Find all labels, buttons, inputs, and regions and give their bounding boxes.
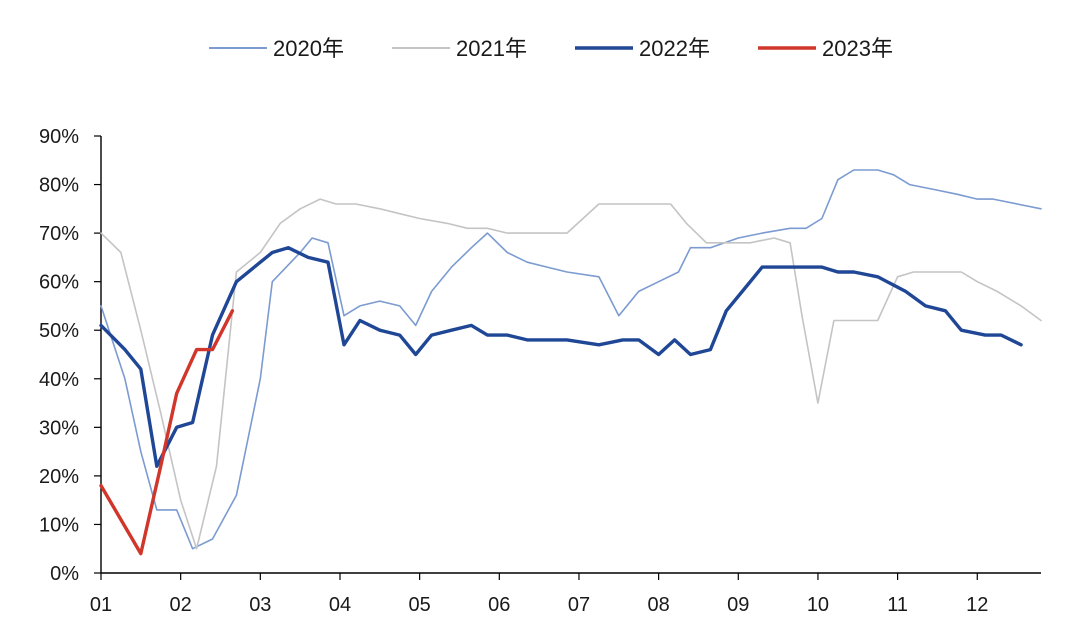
legend-label: 2022年 bbox=[639, 36, 710, 61]
legend-item-1: 2021年 bbox=[392, 36, 527, 61]
x-tick-label: 03 bbox=[249, 594, 271, 616]
x-tick-label: 06 bbox=[488, 594, 510, 616]
x-tick-label: 07 bbox=[568, 594, 590, 616]
x-tick-label: 08 bbox=[648, 594, 670, 616]
legend: 2020年 2021年 2022年 2023年 bbox=[209, 36, 893, 61]
y-tick-label: 20% bbox=[39, 466, 79, 488]
series-layer bbox=[99, 169, 1042, 556]
axes: 0% 10% 20% 30% 40% 50% 60% 70% 80% 90% 01 02 03 04 05 0… bbox=[39, 126, 1041, 616]
x-tick-label: 10 bbox=[807, 594, 829, 616]
y-tick-label: 30% bbox=[39, 417, 79, 439]
x-tick-label: 02 bbox=[170, 594, 192, 616]
x-tick-label: 12 bbox=[966, 594, 988, 616]
y-tick-label: 90% bbox=[39, 126, 79, 148]
y-tick-label: 80% bbox=[39, 175, 79, 197]
legend-label: 2021年 bbox=[456, 36, 527, 61]
x-tick-label: 04 bbox=[329, 594, 351, 616]
legend-item-3: 2023年 bbox=[758, 36, 893, 61]
legend-item-2: 2022年 bbox=[575, 36, 710, 61]
legend-label: 2023年 bbox=[822, 36, 893, 61]
y-tick-label: 70% bbox=[39, 223, 79, 245]
legend-item-0: 2020年 bbox=[209, 36, 344, 61]
series-line-1 bbox=[100, 198, 1042, 550]
y-tick-label: 50% bbox=[39, 320, 79, 342]
series-line-0 bbox=[100, 169, 1042, 550]
y-tick-label: 60% bbox=[39, 272, 79, 294]
x-tick-label: 11 bbox=[887, 594, 908, 616]
legend-label: 2020年 bbox=[273, 36, 344, 61]
x-tick-label: 05 bbox=[409, 594, 431, 616]
y-tick-label: 40% bbox=[39, 369, 79, 391]
series-line-2 bbox=[99, 246, 1023, 468]
series-line-3 bbox=[99, 309, 235, 556]
x-tick-label: 09 bbox=[727, 594, 749, 616]
y-tick-label: 10% bbox=[39, 514, 79, 536]
x-tick-label: 01 bbox=[90, 594, 112, 616]
y-tick-label: 0% bbox=[50, 563, 79, 585]
